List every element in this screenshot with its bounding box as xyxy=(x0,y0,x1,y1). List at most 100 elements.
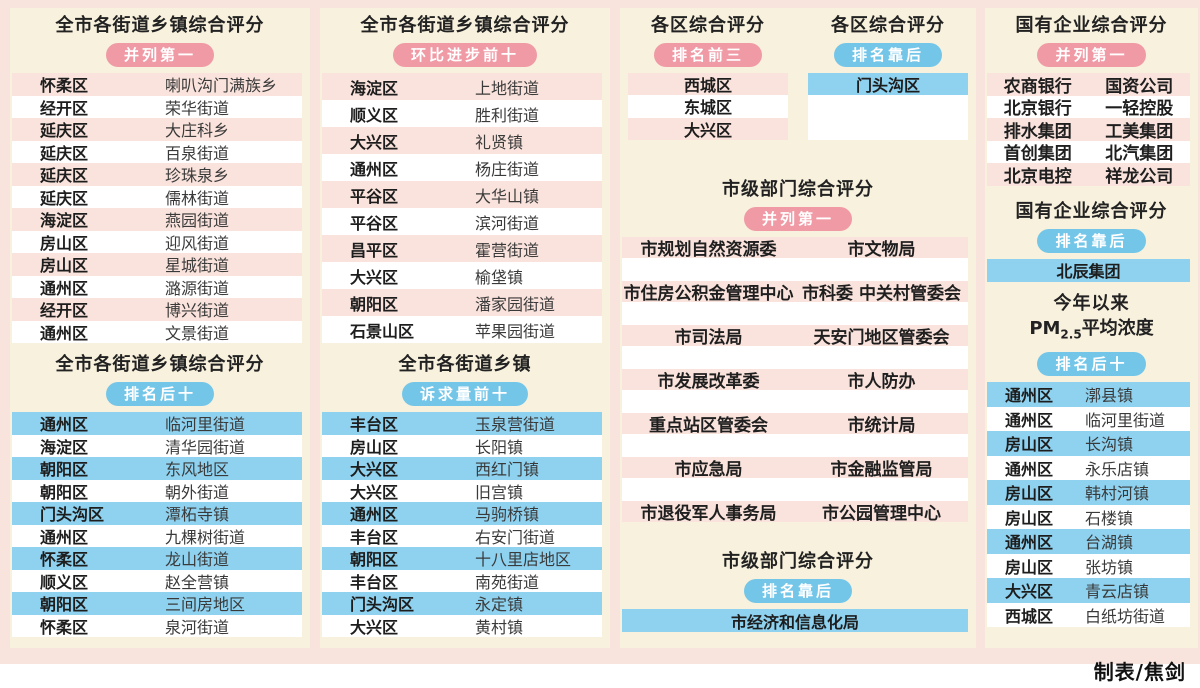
table-row: 西城区 白纸坊街道 xyxy=(987,603,1190,628)
table-row: 通州区 临河里街道 xyxy=(987,407,1190,432)
ranking-table: 丰台区 玉泉营街道 房山区 长阳镇 大兴区 西红门镇 大兴区 旧宫镇 通州区 马驹桥镇 丰台区 右安门… xyxy=(322,412,602,637)
table-row: 顺义区 赵全营镇 xyxy=(12,570,302,593)
section-title: 市级部门综合评分 xyxy=(722,551,874,572)
place-label: 迎风街道 xyxy=(165,233,230,253)
district-label: 大兴区 xyxy=(350,617,399,637)
district-label: 通州区 xyxy=(40,415,89,435)
place-label: 马驹桥镇 xyxy=(475,505,540,525)
table-row: 房山区 长阳镇 xyxy=(322,435,602,458)
district-label: 房山区 xyxy=(40,256,89,276)
districts-bottom: 各区综合评分 排名靠后 门头沟区 xyxy=(808,8,968,140)
districts-split: 各区综合评分 排名前三 西城区 东城区 大兴区 各区综合评分 排名靠后 门头沟区 xyxy=(620,8,976,140)
districts-top3: 各区综合评分 排名前三 西城区 东城区 大兴区 xyxy=(628,8,788,140)
table-row: 通州区 杨庄街道 xyxy=(322,154,602,181)
table-row: 通州区 临河里街道 xyxy=(12,412,302,435)
section-title: 市级部门综合评分 xyxy=(722,179,874,200)
district-label: 经开区 xyxy=(40,301,89,321)
org-label: 市发展改革委 xyxy=(657,372,760,392)
rank-badge: 排名靠后 xyxy=(833,43,942,67)
org-label: 工美集团 xyxy=(1105,121,1174,142)
panel-streets-progress: 全市各街道乡镇综合评分 环比进步前十 海淀区 上地街道 顺义区 胜利街道 大兴区 礼贤镇通… xyxy=(320,8,610,648)
district-label: 通州区 xyxy=(1005,533,1054,553)
district-label: 朝阳区 xyxy=(350,294,399,314)
place-label: 白纸坊街道 xyxy=(1085,606,1166,626)
place-label: 台湖镇 xyxy=(1085,533,1134,553)
table-row: 昌平区 霍营街道 xyxy=(322,235,602,262)
district-label: 大兴区 xyxy=(350,482,399,502)
org-label: 市司法局 xyxy=(674,328,743,348)
place-label: 星城街道 xyxy=(165,256,230,276)
table-row: 首创集团 北汽集团 xyxy=(987,141,1190,164)
section-title: 全市各街道乡镇 xyxy=(398,354,532,375)
district-label: 通州区 xyxy=(40,527,89,547)
place-label: 滨河街道 xyxy=(475,213,540,233)
district-label: 怀柔区 xyxy=(40,550,89,570)
table-row: 海淀区 上地街道 xyxy=(322,73,602,100)
org-label: 市金融监管局 xyxy=(830,460,933,480)
table-row: 延庆区 儒林街道 xyxy=(12,186,302,209)
table-row: 大兴区 青云店镇 xyxy=(987,578,1190,603)
district-label: 门头沟区 xyxy=(40,505,105,525)
place-label: 礼贤镇 xyxy=(475,132,524,152)
table-row: 大兴区 旧宫镇 xyxy=(322,480,602,503)
org-label: 市统计局 xyxy=(847,416,916,436)
district-label: 昌平区 xyxy=(350,240,399,260)
rank-badge: 排名后十 xyxy=(1037,352,1146,377)
ranking-table: 农商银行 国资公司 北京银行 一轻控股 排水集团 工美集团 首创集团 北汽集团 北京电控 祥龙公司 xyxy=(987,73,1190,187)
table-row: 房山区 韩村河镇 xyxy=(987,480,1190,505)
table-row: 大兴区 榆垡镇 xyxy=(322,262,602,289)
district-label: 房山区 xyxy=(1005,508,1054,528)
table-row: 市住房公积金管理中心 市科委 中关村管委会 xyxy=(622,281,968,304)
org-label: 国资公司 xyxy=(1105,76,1174,97)
org-label: 北京银行 xyxy=(1003,99,1072,120)
rank-badge: 并列第一 xyxy=(1037,43,1146,67)
district-label: 通州区 xyxy=(1005,410,1054,430)
table-row: 经开区 荣华街道 xyxy=(12,96,302,119)
district-label: 怀柔区 xyxy=(40,617,89,637)
district-label: 平谷区 xyxy=(350,186,399,206)
place-label: 百泉街道 xyxy=(165,143,230,163)
place-label: 文景街道 xyxy=(165,323,230,343)
district-label: 延庆区 xyxy=(40,121,89,141)
table-row: 市经济和信息化局 xyxy=(622,609,968,632)
district-label: 朝阳区 xyxy=(40,482,89,502)
place-label: 右安门街道 xyxy=(475,527,556,547)
place-label: 十八里店地区 xyxy=(475,550,572,570)
district-label: 海淀区 xyxy=(350,78,399,98)
place-label: 临河里街道 xyxy=(1085,410,1166,430)
table-row: 大兴区 xyxy=(628,117,788,140)
org-label: 市规划自然资源委 xyxy=(640,240,777,260)
place-label: 泉河街道 xyxy=(165,617,230,637)
section-title: 今年以来 xyxy=(1053,292,1130,314)
table-row: 西城区 xyxy=(628,73,788,96)
table-row: 顺义区 胜利街道 xyxy=(322,100,602,127)
district-label: 丰台区 xyxy=(350,415,399,435)
section-title: 各区综合评分 xyxy=(651,15,765,36)
place-label: 珍珠泉乡 xyxy=(165,166,230,186)
place-label: 苹果园街道 xyxy=(475,321,556,341)
table-row: 平谷区 大华山镇 xyxy=(322,181,602,208)
table-row: 通州区 马驹桥镇 xyxy=(322,502,602,525)
panel-soe-pm25: 国有企业综合评分 并列第一 农商银行 国资公司 北京银行 一轻控股 排水集团 工美集团 首创… xyxy=(985,8,1198,648)
district-label: 海淀区 xyxy=(40,211,89,231)
district-label: 延庆区 xyxy=(40,143,89,163)
table-row: 北京电控 祥龙公司 xyxy=(987,163,1190,187)
district-label: 顺义区 xyxy=(350,105,399,125)
ranking-table: 通州区 临河里街道 海淀区 清华园街道 朝阳区 东风地区 朝阳区 朝外街道 门头沟区 潭柘寺镇 通州… xyxy=(12,412,302,637)
table-row: 海淀区 清华园街道 xyxy=(12,435,302,458)
district-label: 怀柔区 xyxy=(40,76,89,96)
place-label: 长沟镇 xyxy=(1085,435,1134,455)
table-row: 东城区 xyxy=(628,95,788,117)
org-label: 市住房公积金管理中心 xyxy=(623,284,794,304)
district-label: 大兴区 xyxy=(350,267,399,287)
org-label: 市科委 中关村管委会 xyxy=(802,284,961,304)
district-label: 平谷区 xyxy=(350,213,399,233)
district-label: 石景山区 xyxy=(350,321,415,341)
district-label: 房山区 xyxy=(350,437,399,457)
table-row: 北辰集团 xyxy=(987,258,1190,282)
district-label: 房山区 xyxy=(1005,557,1054,577)
org-label: 北汽集团 xyxy=(1105,144,1174,165)
place-label: 三间房地区 xyxy=(165,595,246,615)
place-label: 西红门镇 xyxy=(475,460,540,480)
org-label: 农商银行 xyxy=(1003,76,1072,97)
